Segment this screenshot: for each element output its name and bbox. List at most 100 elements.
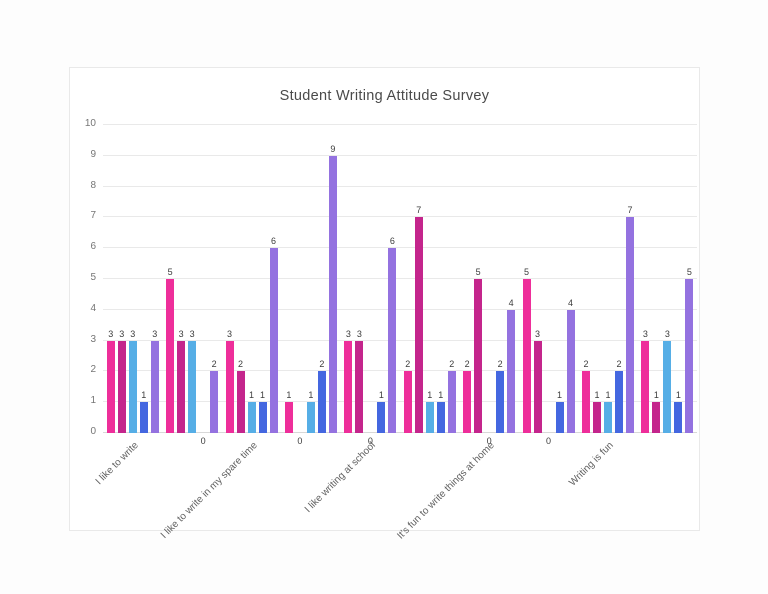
bar-value-label: 1 bbox=[438, 390, 444, 401]
bar-column: 1 bbox=[436, 125, 445, 433]
bar-column: 3 bbox=[641, 125, 650, 433]
bar-column: 1 bbox=[139, 125, 148, 433]
bar-value-label: 1 bbox=[605, 390, 611, 401]
bar-column: 3 bbox=[150, 125, 159, 433]
bar bbox=[581, 371, 590, 433]
bar-column: 1 bbox=[674, 125, 683, 433]
bar bbox=[533, 340, 542, 433]
x-axis-labels: I like to write I like to write in my spa… bbox=[93, 433, 697, 553]
bar bbox=[284, 402, 293, 433]
bar bbox=[474, 279, 483, 433]
gridline bbox=[103, 370, 697, 372]
y-tick-label: 0 bbox=[90, 426, 96, 437]
bar-column: 3 bbox=[117, 125, 126, 433]
x-axis-category-label: I like writing at school bbox=[303, 440, 379, 515]
bar-column: 0 bbox=[545, 125, 553, 446]
bar bbox=[522, 279, 531, 433]
bar-column: 2 bbox=[403, 125, 412, 433]
bar-value-label: 7 bbox=[416, 205, 422, 216]
bar-value-label: 4 bbox=[508, 297, 514, 308]
bar-value-label: 3 bbox=[227, 328, 233, 339]
bar bbox=[344, 340, 353, 433]
bar-column: 3 bbox=[344, 125, 353, 433]
bar-column: 5 bbox=[685, 125, 694, 433]
bar bbox=[447, 371, 456, 433]
bar bbox=[555, 402, 564, 433]
bar-value-label: 3 bbox=[108, 328, 114, 339]
bar-value-label: 3 bbox=[130, 328, 136, 339]
bar-value-label: 0 bbox=[367, 436, 373, 446]
bar-column: 2 bbox=[210, 125, 219, 433]
bar bbox=[258, 402, 267, 433]
bar bbox=[225, 340, 234, 433]
bar-value-label: 0 bbox=[546, 436, 552, 446]
bar-column: 7 bbox=[625, 125, 634, 433]
bar-column: 3 bbox=[355, 125, 364, 433]
bar-value-label: 3 bbox=[178, 328, 184, 339]
bar bbox=[188, 340, 197, 433]
bar-value-label: 2 bbox=[238, 359, 244, 370]
bar-value-label: 1 bbox=[378, 390, 384, 401]
gridline bbox=[103, 308, 697, 310]
bar-column: 4 bbox=[566, 125, 575, 433]
y-tick-label: 9 bbox=[90, 148, 96, 160]
bar bbox=[425, 402, 434, 433]
bar-column: 3 bbox=[177, 125, 186, 433]
bar-value-label: 3 bbox=[189, 328, 195, 339]
bar-column: 1 bbox=[652, 125, 661, 433]
x-axis-category-label: Writing is fun bbox=[567, 440, 616, 489]
bar-value-label: 1 bbox=[557, 390, 563, 401]
x-axis-category-label: It's fun to write things at home bbox=[395, 440, 497, 542]
y-tick-label: 10 bbox=[84, 118, 96, 129]
bar-column: 3 bbox=[225, 125, 234, 433]
bar-value-label: 0 bbox=[200, 436, 206, 446]
bar bbox=[377, 402, 386, 433]
bar-value-label: 3 bbox=[664, 328, 670, 339]
bar-group: 5 3 0 1 4 bbox=[519, 125, 578, 446]
bar bbox=[106, 340, 115, 433]
bar bbox=[566, 309, 575, 433]
bar bbox=[414, 217, 423, 433]
bar-value-label: 2 bbox=[497, 359, 503, 370]
bar bbox=[674, 402, 683, 433]
bar-value-label: 2 bbox=[464, 359, 470, 370]
bar-column: 2 bbox=[447, 125, 456, 433]
bar bbox=[139, 402, 148, 433]
bar-value-label: 2 bbox=[211, 359, 217, 370]
bar-value-label: 1 bbox=[260, 390, 266, 401]
bar-value-label: 6 bbox=[271, 236, 277, 247]
bar bbox=[247, 402, 256, 433]
gridline bbox=[103, 432, 697, 433]
bar-column: 1 bbox=[555, 125, 564, 433]
gridline bbox=[103, 124, 697, 125]
bar-column: 6 bbox=[269, 125, 278, 433]
bar-value-label: 2 bbox=[319, 359, 325, 370]
bar-column: 7 bbox=[414, 125, 423, 433]
bar-column: 2 bbox=[317, 125, 326, 433]
gridlines bbox=[103, 124, 697, 433]
y-tick-label: 8 bbox=[90, 179, 96, 191]
bar-value-label: 3 bbox=[152, 328, 158, 339]
gridline bbox=[103, 154, 697, 156]
bar-value-label: 1 bbox=[308, 390, 314, 401]
bar-value-label: 5 bbox=[686, 267, 692, 277]
bar bbox=[436, 402, 445, 433]
bar bbox=[388, 248, 397, 433]
bar-column: 1 bbox=[377, 125, 386, 433]
bar-column: 1 bbox=[306, 125, 315, 433]
bar-value-label: 2 bbox=[449, 359, 455, 370]
bar-value-label: 4 bbox=[568, 297, 574, 308]
bar-column: 1 bbox=[592, 125, 601, 433]
bar bbox=[685, 279, 694, 433]
bar bbox=[592, 402, 601, 433]
bar-value-label: 1 bbox=[653, 390, 659, 401]
bar bbox=[117, 340, 126, 433]
bar bbox=[641, 340, 650, 433]
bar-column: 5 bbox=[474, 125, 483, 433]
gridline bbox=[103, 216, 697, 218]
bar-column: 6 bbox=[388, 125, 397, 433]
